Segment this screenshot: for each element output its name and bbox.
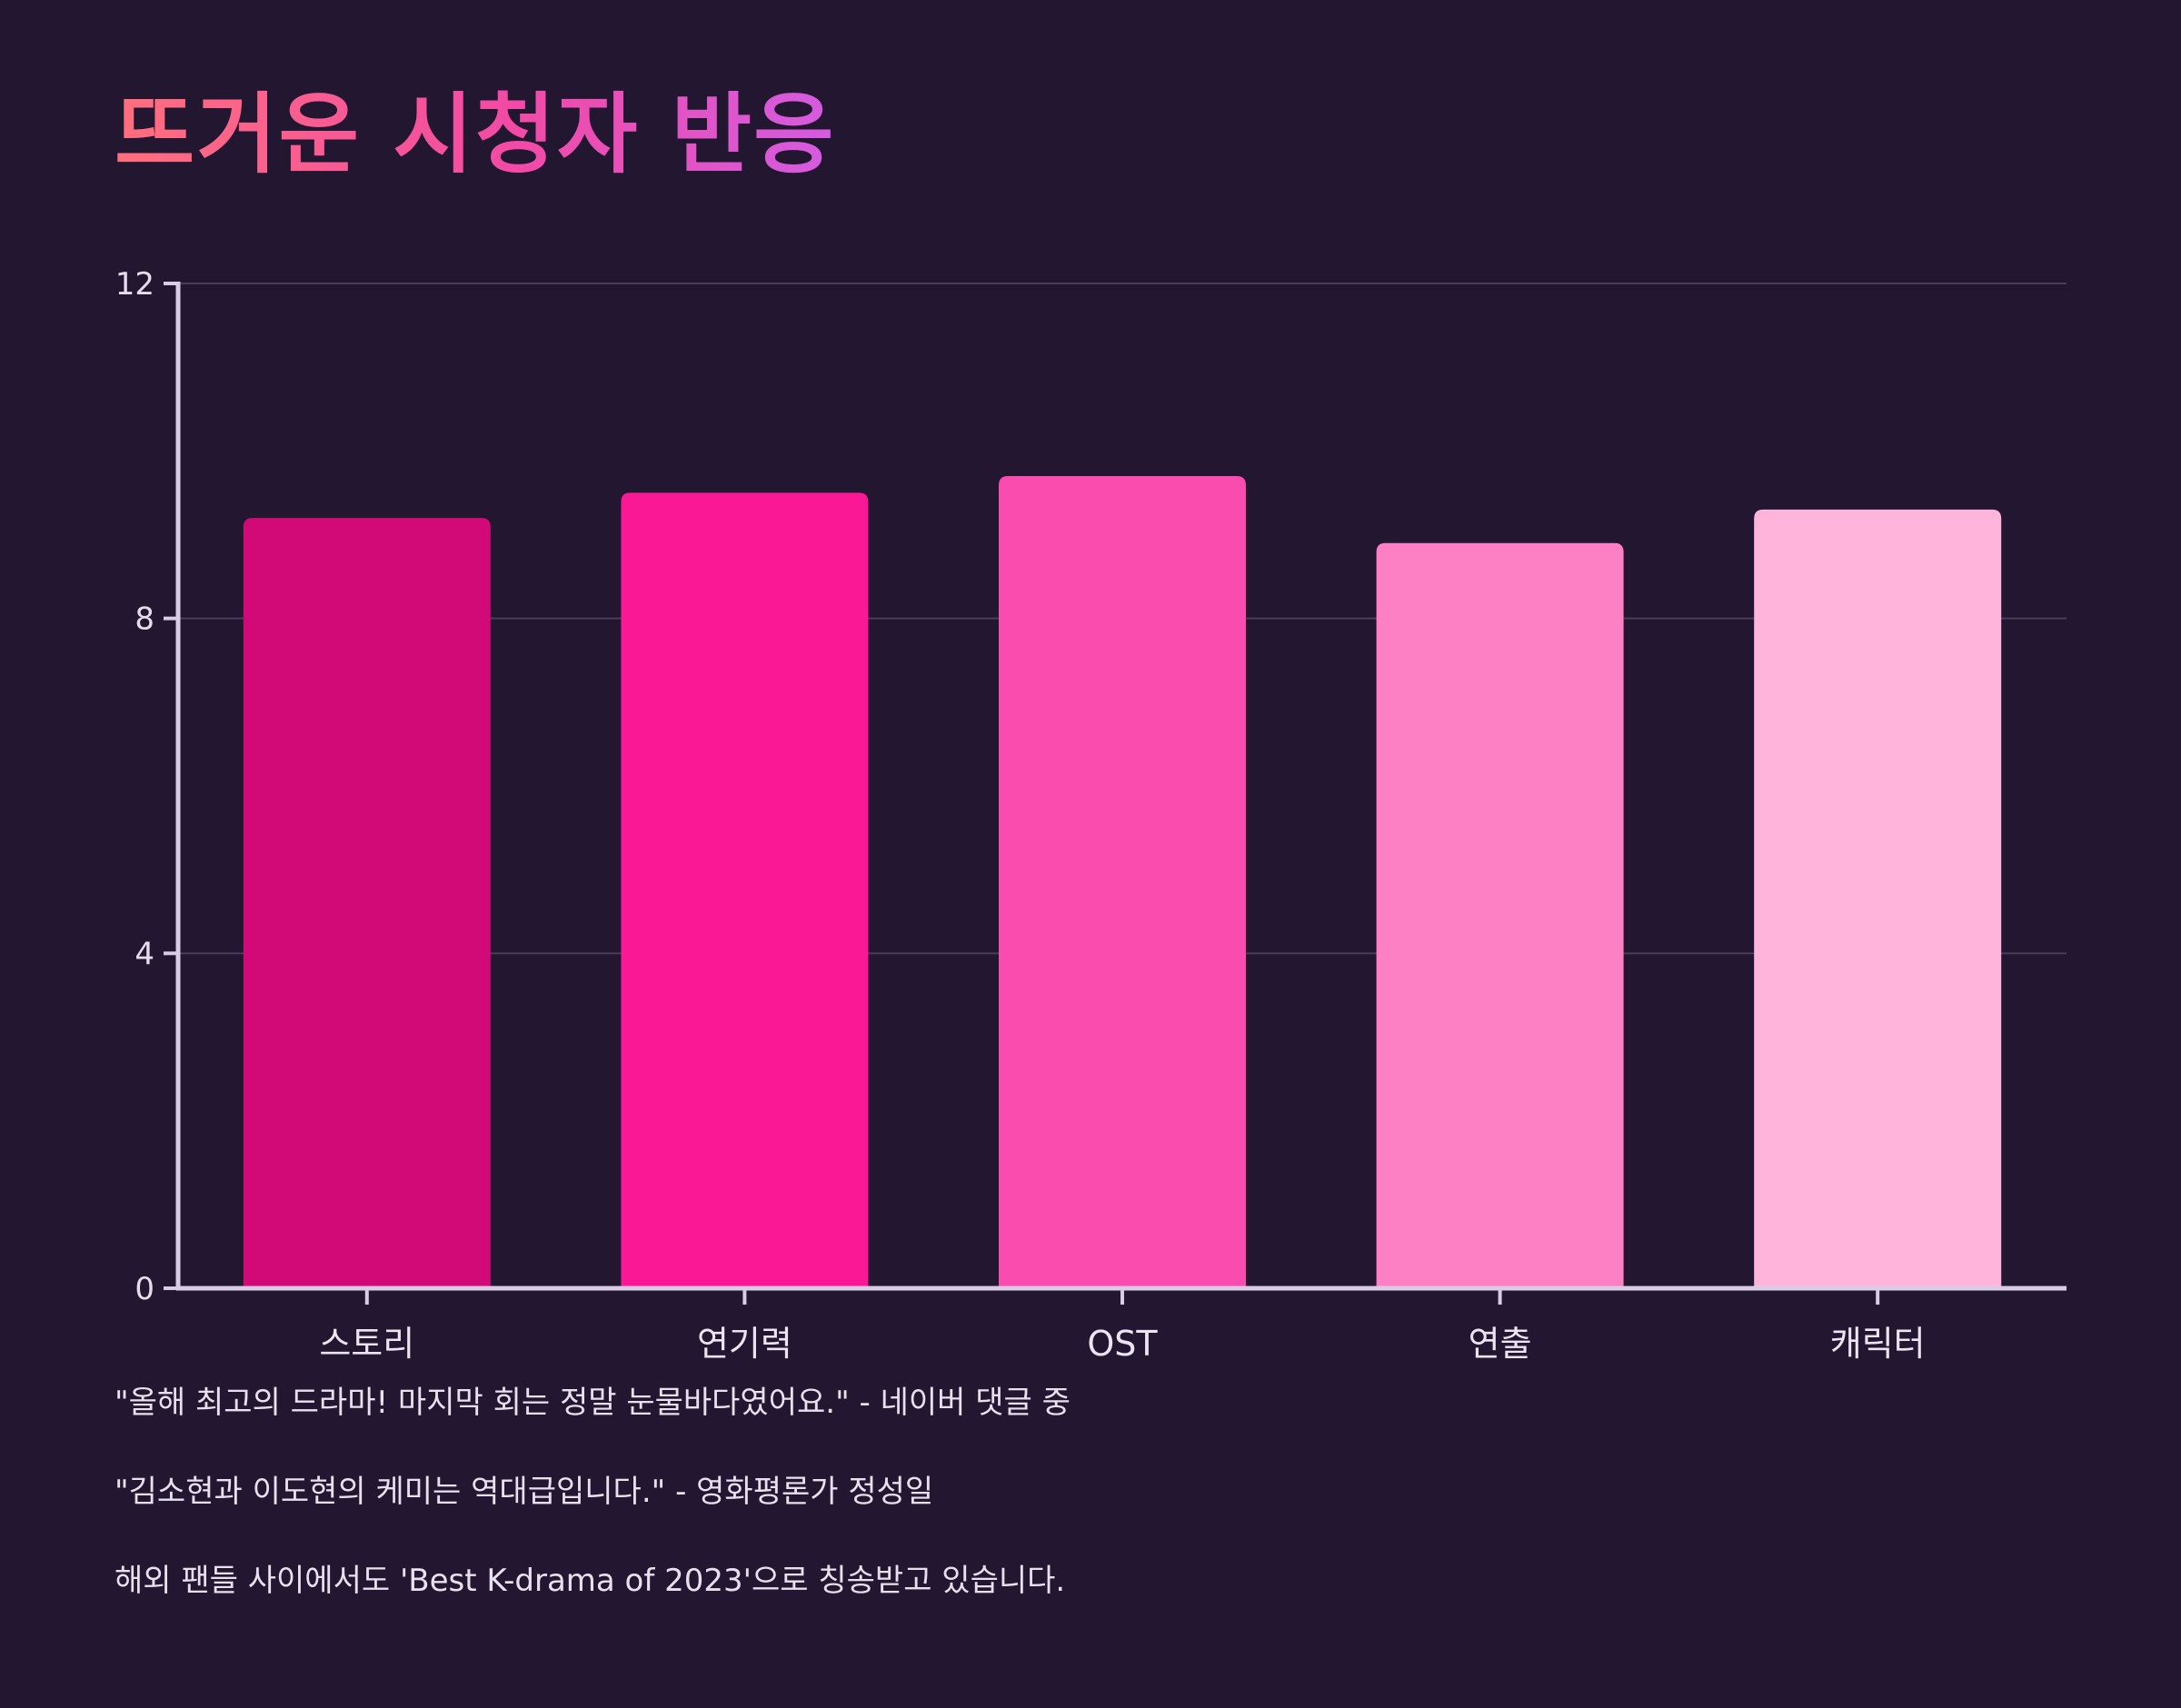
bar-5	[1754, 509, 2002, 1288]
quote-3: 해외 팬들 사이에서도 'Best K-drama of 2023'으로 칭송받…	[115, 1563, 1066, 1599]
chart-title: 뜨거운 시청자 반응	[115, 80, 835, 189]
bar-1	[243, 518, 491, 1288]
x-tick-label-3: OST	[1087, 1324, 1158, 1364]
axes	[164, 282, 2066, 1305]
quote-1: "올해 최고의 드라마! 마지막 회는 정말 눈물바다였어요." - 네이버 댓…	[115, 1385, 1071, 1421]
y-tick-label-12: 12	[115, 266, 154, 303]
x-tick-label-2: 연기력	[697, 1324, 792, 1364]
x-tick-label-1: 스토리	[319, 1324, 414, 1364]
y-tick-label-4: 4	[134, 936, 154, 972]
x-tick-label-4: 연출	[1469, 1324, 1532, 1364]
viewer-quotes: "올해 최고의 드라마! 마지막 회는 정말 눈물바다였어요." - 네이버 댓…	[115, 1383, 1071, 1650]
bar-2	[621, 492, 869, 1288]
quote-2: "김소현과 이도현의 케미는 역대급입니다." - 영화평론가 정성일	[115, 1474, 934, 1510]
bar-3	[999, 475, 1246, 1288]
bars	[243, 475, 2002, 1288]
y-tick-label-8: 8	[134, 601, 154, 638]
bar-4	[1376, 542, 1624, 1288]
x-tick-label-5: 캐릭터	[1830, 1324, 1926, 1364]
y-tick-label-0: 0	[134, 1271, 154, 1307]
axis-labels: 0 4 8 12 스토리 연기력 OST 연출 캐릭터	[115, 266, 1926, 1364]
